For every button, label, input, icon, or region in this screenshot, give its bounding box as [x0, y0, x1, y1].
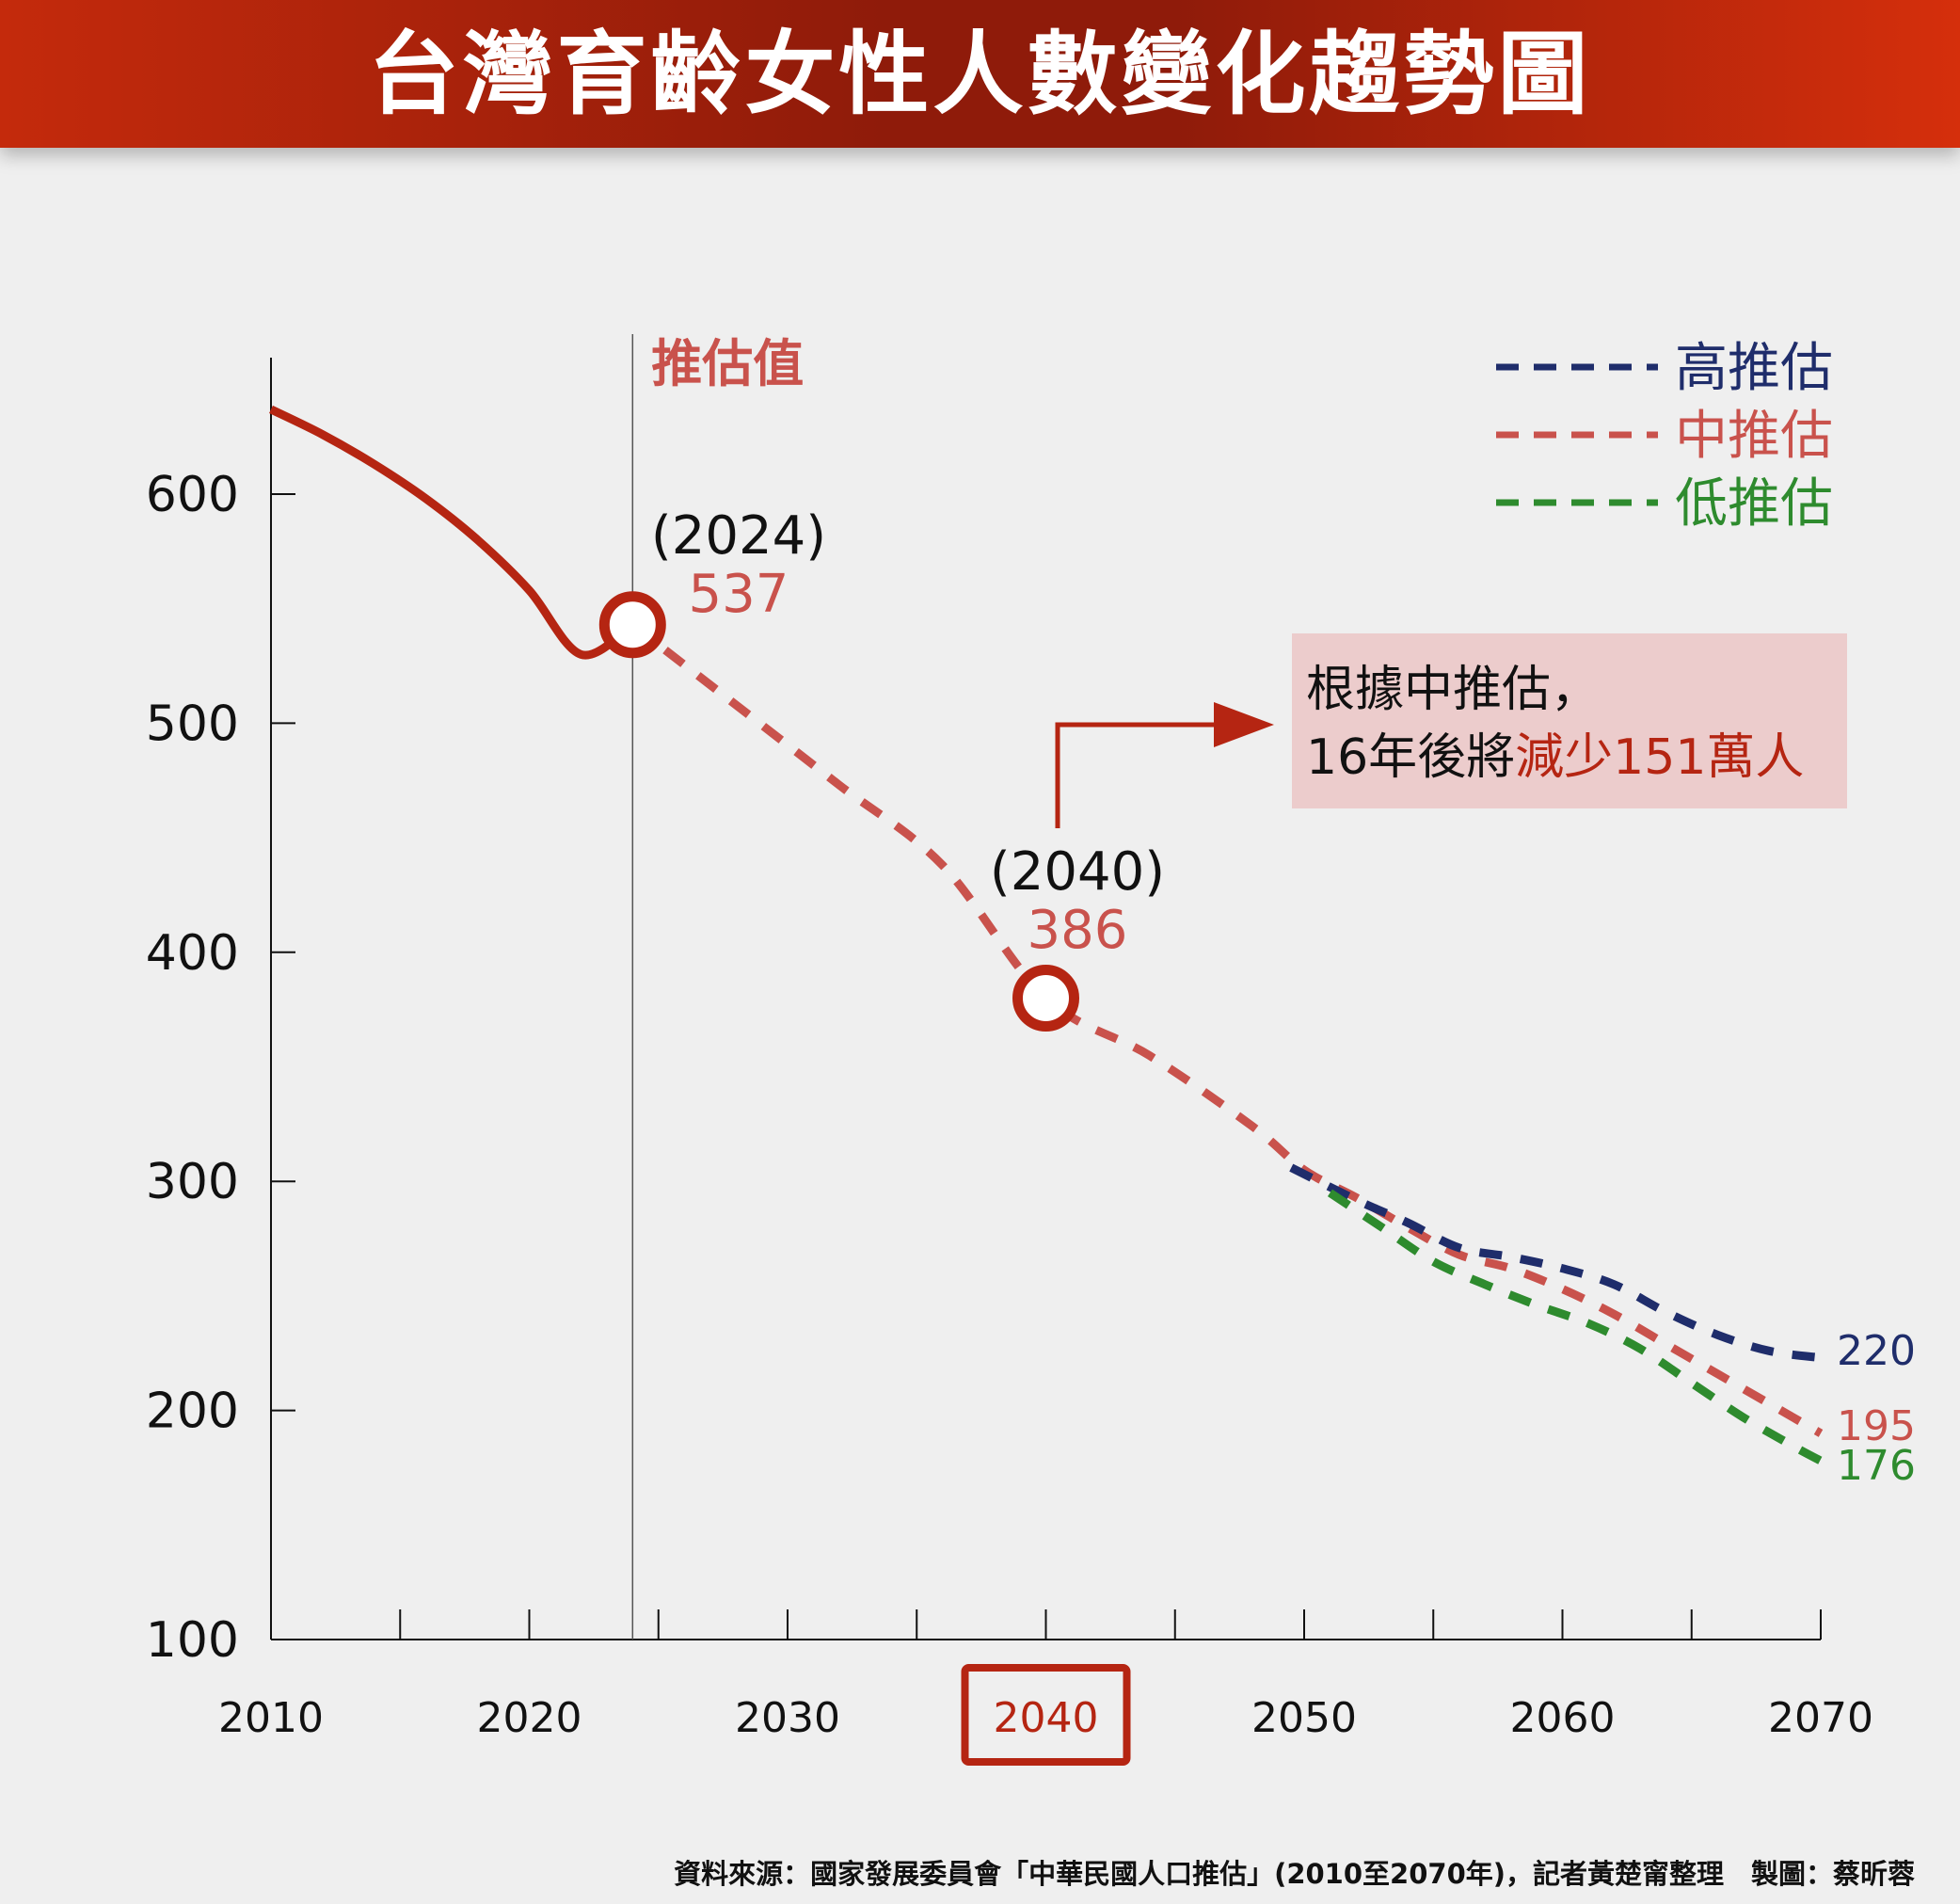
callout-box — [1292, 633, 1847, 808]
callout-line-2-highlight: 減少151萬人 — [1515, 729, 1804, 786]
y-tick-label: 300 — [146, 1154, 239, 1210]
x-tick-label: 2030 — [735, 1694, 840, 1742]
tick-labels: 100 200 300 400 500 600 2010 2020 2030 2040 2050 20… — [146, 334, 1873, 1742]
x-tick-label: 2060 — [1510, 1694, 1616, 1742]
end-label-high: 220 — [1837, 1327, 1916, 1375]
annotation-year-label: (2024) — [651, 505, 826, 567]
series-line-low — [1327, 1189, 1824, 1465]
annotation-value-label: 386 — [1028, 900, 1128, 961]
y-tick-label: 200 — [146, 1384, 239, 1440]
callout-line-1: 根據中推估， — [1306, 662, 1600, 718]
y-tick-label: 600 — [146, 467, 239, 523]
x-tick-label: 2010 — [218, 1694, 324, 1742]
series-line-historical — [269, 405, 635, 660]
callout-arrow-line — [1055, 722, 1223, 828]
projection-label: 推估值 — [651, 334, 804, 393]
highlight-box-2040 — [961, 1664, 1131, 1766]
callout-line-2-prefix: 16年後將 — [1306, 729, 1515, 786]
y-tick-label: 100 — [146, 1612, 239, 1669]
series-line-high — [1289, 1163, 1822, 1363]
title-banner: 台灣育齡女性人數變化趨勢圖 — [0, 0, 1960, 148]
callout: 根據中推估， 16年後將減少151萬人 — [1055, 633, 1847, 828]
series-lines — [269, 405, 1824, 1465]
x-tick-label: 2050 — [1251, 1694, 1357, 1742]
y-tick-label: 400 — [146, 925, 239, 982]
x-tick-label: 2020 — [477, 1694, 582, 1742]
annotation-year-label: (2040) — [990, 841, 1165, 903]
callout-line-2: 16年後將減少151萬人 — [1306, 729, 1804, 786]
end-label-medium: 195 — [1837, 1402, 1916, 1450]
source-note: 資料來源：國家發展委員會「中華民國人口推估」(2010至2070年)，記者黃楚甯… — [674, 1858, 1915, 1890]
y-tick-label: 500 — [146, 696, 239, 752]
legend-label-medium: 中推估 — [1675, 406, 1833, 467]
end-label-low: 176 — [1837, 1442, 1916, 1490]
x-tick-label: 2040 — [994, 1694, 1099, 1742]
callout-arrow-head — [1214, 702, 1274, 747]
legend-label-low: 低推估 — [1675, 473, 1833, 535]
point-marker — [1012, 964, 1079, 1032]
page-title: 台灣育齡女性人數變化趨勢圖 — [368, 21, 1592, 127]
x-tick-label: 2070 — [1768, 1694, 1873, 1742]
point-marker — [598, 591, 666, 659]
annotation-value-label: 537 — [689, 564, 789, 625]
legend-label-high: 高推估 — [1675, 338, 1833, 399]
chart-axes — [270, 334, 1822, 1766]
